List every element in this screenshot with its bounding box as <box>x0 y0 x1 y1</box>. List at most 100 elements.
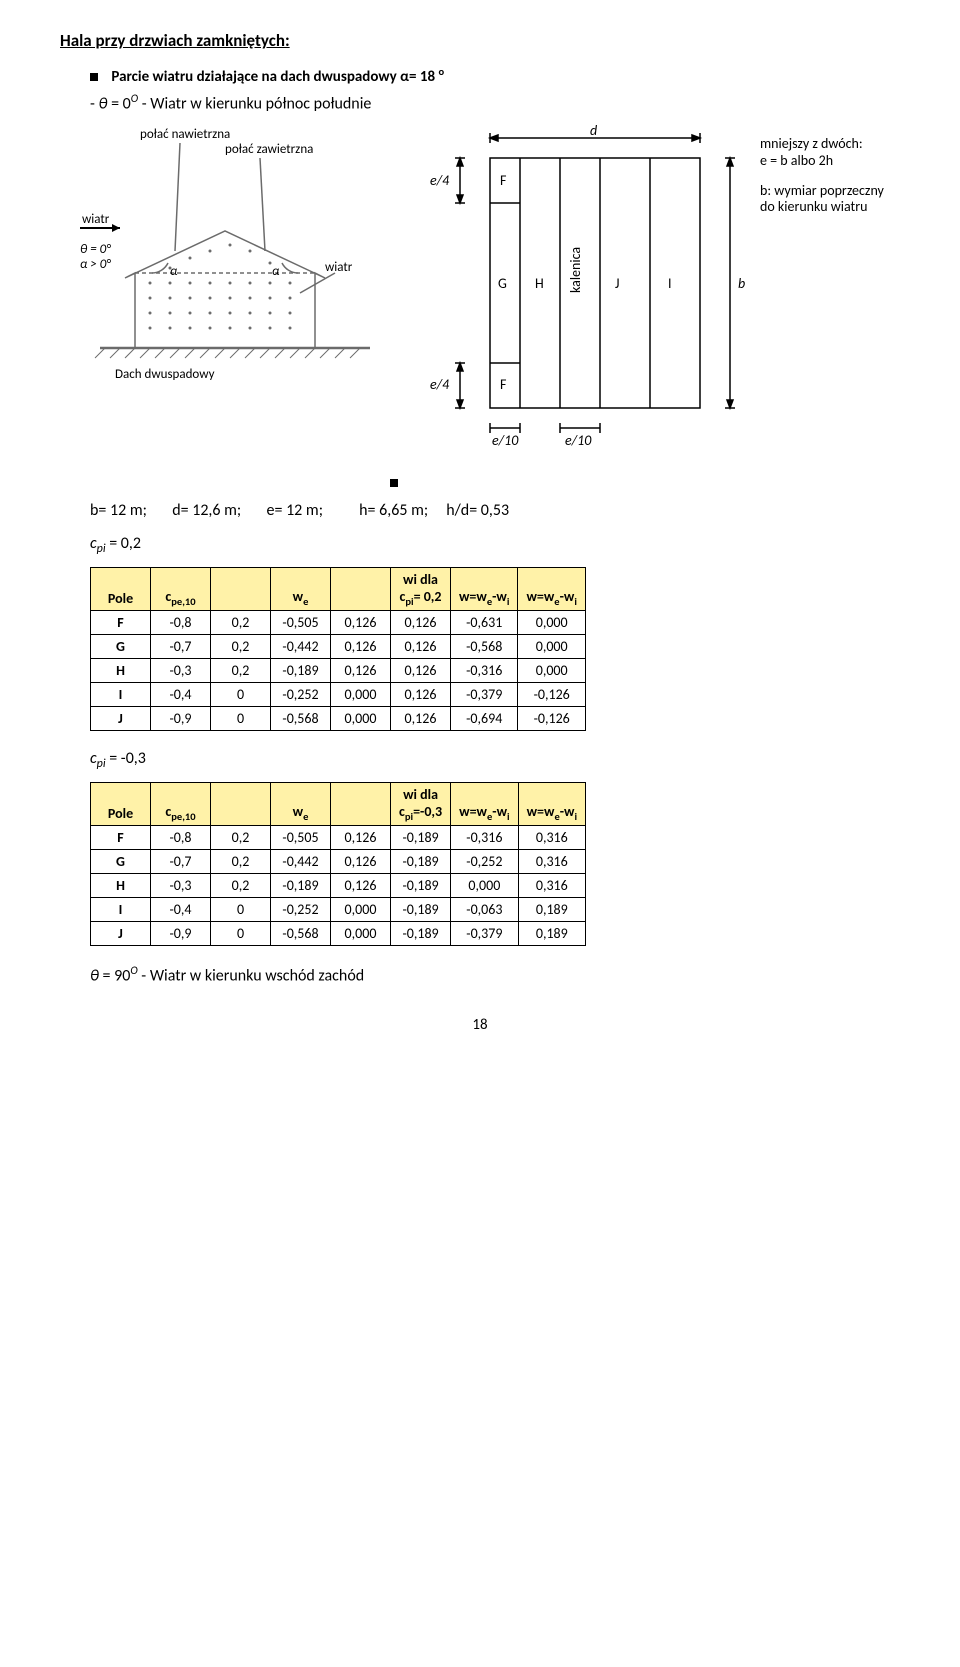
table-cell: -0,568 <box>271 922 331 946</box>
table-cell: 0,126 <box>391 635 451 659</box>
alpha-label-2: α <box>272 264 280 279</box>
table-header <box>331 782 391 826</box>
table-cell: -0,189 <box>391 898 451 922</box>
diagrams-row: α α wiatr θ = 0° α > 0° połać nawietrzna… <box>80 123 900 453</box>
table-cell: J <box>91 922 151 946</box>
bullet-line-1: Parcie wiatru działające na dach dwuspad… <box>90 65 900 86</box>
table-cell: 0,126 <box>391 683 451 707</box>
table-cell: -0,442 <box>271 850 331 874</box>
table-header: we <box>271 567 331 611</box>
table-cell: 0,000 <box>331 707 391 731</box>
note-line1: mniejszy z dwóch: <box>760 135 863 152</box>
table-cell: -0,8 <box>151 826 211 850</box>
polac-naw-label: połać nawietrzna <box>140 127 230 142</box>
wind-table-2: Polecpe,10wewi dlacpi=-0,3w=we-wiw=we-wi… <box>90 782 586 947</box>
wind-table-1: Polecpe,10wewi dlacpi= 0,2w=we-wiw=we-wi… <box>90 567 586 732</box>
note-line4: do kierunku wiatru <box>760 198 867 215</box>
table-cell: I <box>91 683 151 707</box>
bullet-square-icon-2 <box>390 479 398 487</box>
table-cell: -0,631 <box>451 611 518 635</box>
zone-G: G <box>498 275 507 292</box>
table-cell: -0,189 <box>391 826 451 850</box>
table-cell: 0,126 <box>391 707 451 731</box>
table-cell: -0,063 <box>451 898 518 922</box>
table-cell: 0,126 <box>391 611 451 635</box>
zone-I: I <box>668 275 672 292</box>
table-row: F-0,80,2-0,5050,1260,126-0,6310,000 <box>91 611 586 635</box>
table-cell: -0,189 <box>391 874 451 898</box>
wiatr-inside-label: wiatr <box>325 260 353 275</box>
table-cell: -0,8 <box>151 611 211 635</box>
table-cell: -0,252 <box>271 898 331 922</box>
table-row: G-0,70,2-0,4420,126-0,189-0,2520,316 <box>91 850 586 874</box>
table-cell: -0,505 <box>271 826 331 850</box>
table-cell: -0,3 <box>151 874 211 898</box>
dim-e10a: e/10 <box>492 432 519 449</box>
table-cell: -0,9 <box>151 707 211 731</box>
table-row: H-0,30,2-0,1890,126-0,1890,0000,316 <box>91 874 586 898</box>
table-row: H-0,30,2-0,1890,1260,126-0,3160,000 <box>91 659 586 683</box>
table-cell: 0,2 <box>211 635 271 659</box>
table-cell: -0,694 <box>451 707 518 731</box>
note-line2: e = b albo 2h <box>760 152 833 169</box>
table-cell: H <box>91 874 151 898</box>
table-cell: 0,126 <box>331 874 391 898</box>
wiatr-arrow-label: wiatr <box>82 212 110 227</box>
theta-label: θ = 0° <box>80 242 111 257</box>
table-cell: 0,000 <box>331 683 391 707</box>
zone-F2: F <box>500 376 507 393</box>
table-header: Pole <box>91 782 151 826</box>
bullet-square-icon <box>90 73 98 81</box>
dim-e4-top: e/4 <box>430 172 450 189</box>
table-cell: 0 <box>211 922 271 946</box>
table-cell: -0,3 <box>151 659 211 683</box>
table-cell: 0,316 <box>518 826 585 850</box>
table-cell: -0,316 <box>451 659 518 683</box>
table-cell: 0,000 <box>331 922 391 946</box>
table-cell: 0,000 <box>451 874 518 898</box>
cpi-line-1: cpi = 0,2 <box>90 534 900 556</box>
table-cell: -0,4 <box>151 898 211 922</box>
note-line3: b: wymiar poprzeczny <box>760 182 885 199</box>
table-cell: -0,505 <box>271 611 331 635</box>
kalenica-label: kalenica <box>567 247 584 293</box>
alpha-label-1: α <box>170 264 178 279</box>
table-cell: 0,000 <box>518 611 585 635</box>
table-cell: -0,252 <box>271 683 331 707</box>
table-cell: 0,316 <box>518 850 585 874</box>
table-cell: -0,189 <box>391 922 451 946</box>
zone-F1: F <box>500 172 507 189</box>
table-cell: 0,189 <box>518 922 585 946</box>
table-cell: 0,2 <box>211 874 271 898</box>
table-header: Pole <box>91 567 151 611</box>
table-cell: -0,126 <box>518 707 585 731</box>
table-cell: 0,2 <box>211 659 271 683</box>
table-cell: I <box>91 898 151 922</box>
table-row: I-0,40-0,2520,000-0,189-0,0630,189 <box>91 898 586 922</box>
table-header: w=we-wi <box>518 567 585 611</box>
table-cell: -0,7 <box>151 850 211 874</box>
table-cell: 0,000 <box>518 659 585 683</box>
table-cell: -0,4 <box>151 683 211 707</box>
table-header <box>331 567 391 611</box>
svg-text:b: wymiar poprzeczny: b: wymiar poprzeczny <box>760 182 885 199</box>
table-header: wi dlacpi=-0,3 <box>391 782 451 826</box>
table-cell: -0,442 <box>271 635 331 659</box>
table-cell: -0,379 <box>451 683 518 707</box>
table-cell: G <box>91 850 151 874</box>
table-cell: 0,000 <box>518 635 585 659</box>
table-cell: 0,2 <box>211 850 271 874</box>
table-header: w=we-wi <box>451 567 518 611</box>
footer-equation: θ = 90O - Wiatr w kierunku wschód zachód <box>90 964 900 985</box>
table-cell: 0 <box>211 707 271 731</box>
table-cell: 0,126 <box>391 659 451 683</box>
table-cell: 0 <box>211 683 271 707</box>
page-number: 18 <box>60 1016 900 1034</box>
table-cell: H <box>91 659 151 683</box>
diagram-plan-view: F F G H J I kalenica d b e/4 e/4 <box>420 123 900 453</box>
lone-bullet <box>390 473 900 491</box>
table-cell: 0,189 <box>518 898 585 922</box>
section-title: Hala przy drzwiach zamkniętych: <box>60 30 900 51</box>
table-cell: 0,316 <box>518 874 585 898</box>
table-cell: -0,568 <box>271 707 331 731</box>
